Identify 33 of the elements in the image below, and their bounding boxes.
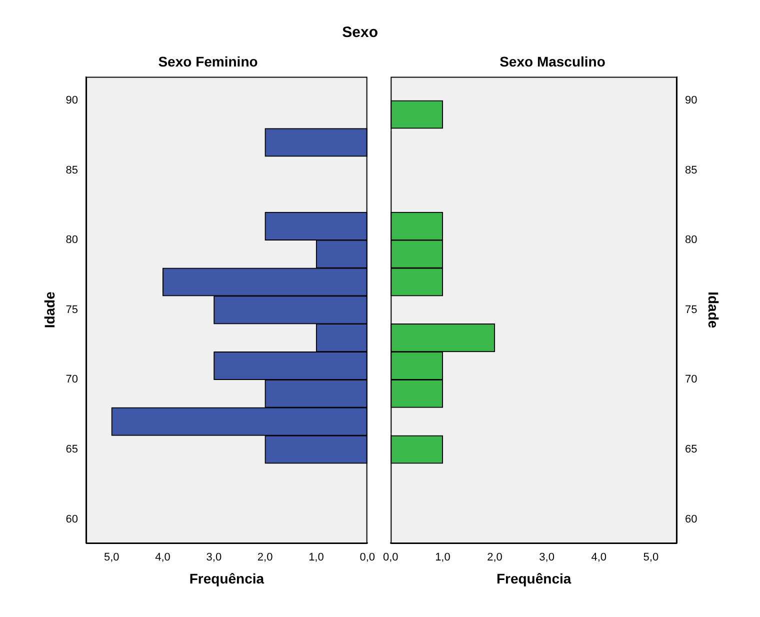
y-axis-title: Idade <box>41 291 58 328</box>
x-tick-label: 2,0 <box>487 552 502 564</box>
y-tick-label: 65 <box>684 444 698 456</box>
y-tick-label: 75 <box>684 304 698 316</box>
x-tick-label: 3,0 <box>539 552 554 564</box>
y-tick-label: 80 <box>684 234 698 246</box>
x-tick-label: 4,0 <box>591 552 607 564</box>
x-axis-title: Frequência <box>496 570 572 586</box>
x-tick-label: 1,0 <box>308 552 324 564</box>
chart-subtitle: Sexo Feminino <box>158 53 258 70</box>
x-tick-label: 1,0 <box>435 552 450 564</box>
x-tick-label: 3,0 <box>206 552 222 564</box>
chart-subtitle: Sexo Masculino <box>500 53 606 70</box>
y-tick-label: 60 <box>66 513 78 526</box>
x-tick-label: 4,0 <box>155 552 170 564</box>
y-tick-label: 90 <box>66 94 78 107</box>
y-tick-label: 70 <box>66 374 78 386</box>
x-tick-label: 0,0 <box>360 552 376 564</box>
x-tick-label: 2,0 <box>257 552 273 564</box>
y-tick-label: 65 <box>66 444 78 456</box>
x-tick-label: 5,0 <box>104 552 120 564</box>
chart-title: Sexo <box>342 24 378 41</box>
y-tick-label: 80 <box>66 234 78 246</box>
y-tick-label: 70 <box>684 374 698 386</box>
y-axis-title: Idade <box>706 292 722 328</box>
y-tick-label: 75 <box>66 304 78 316</box>
y-tick-label: 60 <box>684 513 698 526</box>
y-tick-label: 85 <box>684 164 698 176</box>
x-tick-label: 0,0 <box>382 552 398 564</box>
y-tick-label: 90 <box>684 94 698 107</box>
x-tick-label: 5,0 <box>643 552 659 564</box>
x-axis-title: Frequência <box>189 570 264 586</box>
y-tick-label: 85 <box>66 164 78 176</box>
